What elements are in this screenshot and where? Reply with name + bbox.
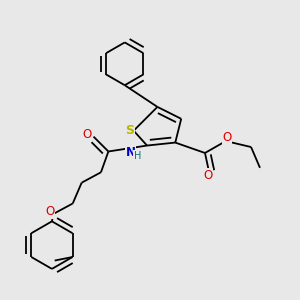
Text: S: S: [126, 124, 135, 136]
Text: O: O: [203, 169, 213, 182]
Text: O: O: [223, 131, 232, 144]
Text: N: N: [126, 146, 136, 159]
Text: O: O: [82, 128, 91, 141]
Text: O: O: [45, 205, 55, 218]
Text: H: H: [134, 151, 141, 160]
